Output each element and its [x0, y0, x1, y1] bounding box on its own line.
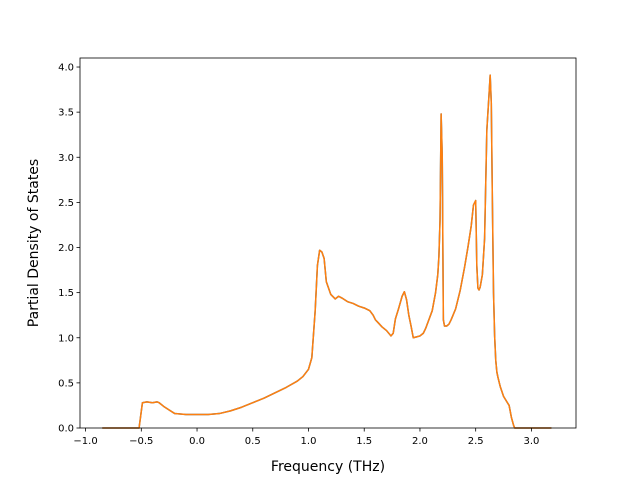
x-axis-label: Frequency (THz): [271, 459, 385, 475]
y-tick-label: 0.5: [58, 378, 74, 389]
x-tick-label: 2.5: [468, 436, 484, 447]
y-tick-label: 4.0: [58, 63, 74, 74]
y-tick-label: 2.5: [58, 198, 74, 209]
y-tick-label: 1.0: [58, 333, 74, 344]
series-line-1: [102, 74, 552, 429]
x-tick-label: 2.0: [412, 436, 428, 447]
y-axis-label: Partial Density of States: [26, 159, 42, 327]
x-tick-label: 3.0: [523, 436, 539, 447]
x-tick-label: −0.5: [129, 436, 153, 447]
axes-layer: −1.0 −0.5 0.0 0.5 1.0 1.5 2.0 2.5 3.0 0.0 0.5 1.0 1.…: [58, 57, 577, 447]
series-layer: [102, 74, 552, 429]
x-tick-label: 0.0: [189, 436, 205, 447]
y-tick-label: 2.0: [58, 243, 74, 254]
x-tick-label: 0.5: [245, 436, 261, 447]
y-tick-label: 0.0: [58, 424, 74, 435]
x-tick-label: 1.0: [301, 436, 317, 447]
plot-frame: [79, 57, 577, 429]
y-tick-label: 1.5: [58, 288, 74, 299]
y-tick-label: 3.5: [58, 108, 74, 119]
y-tick-label: 3.0: [58, 153, 74, 164]
x-tick-label: −1.0: [73, 436, 97, 447]
x-tick-label: 1.5: [356, 436, 372, 447]
